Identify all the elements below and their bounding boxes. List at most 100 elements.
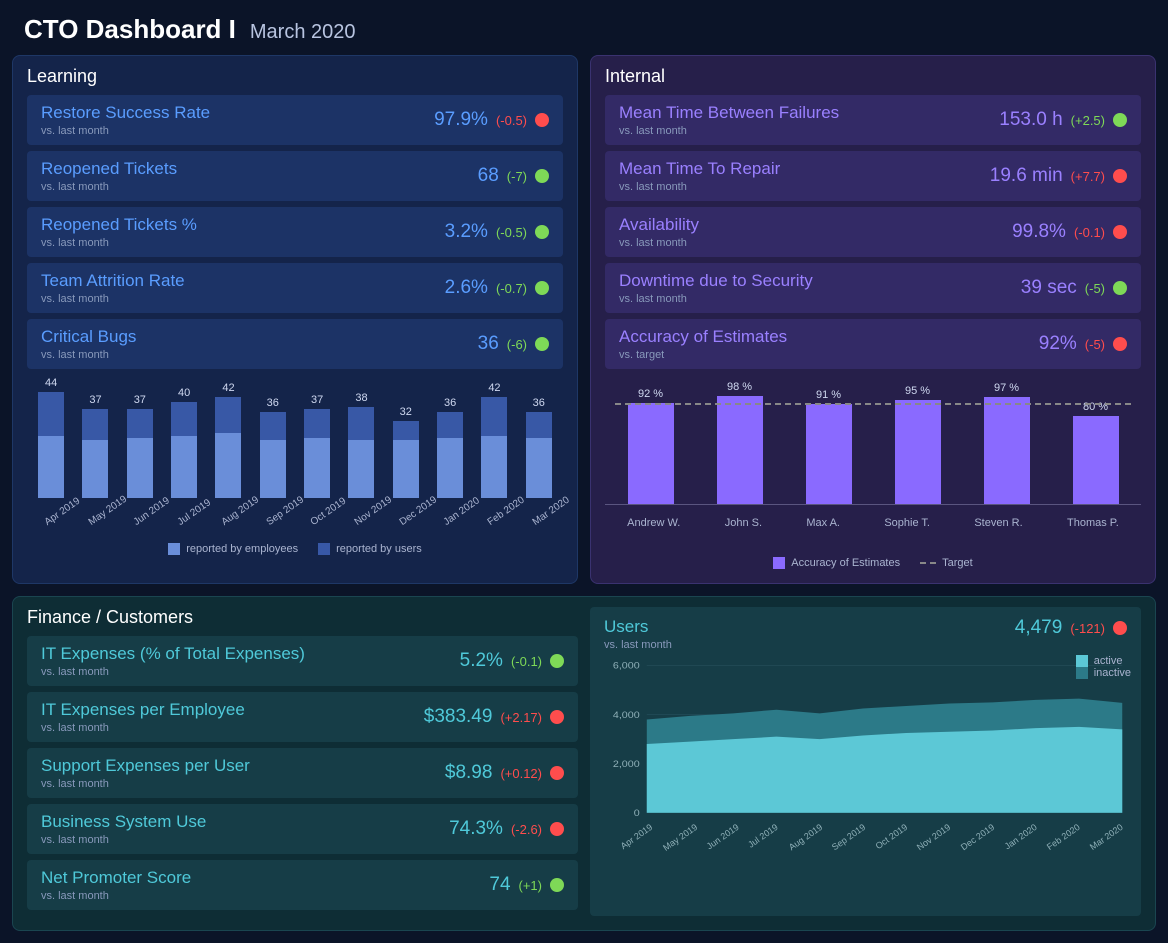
metric-delta: (-7) bbox=[507, 169, 527, 184]
bar-value-label: 37 bbox=[134, 394, 146, 406]
legend-item: reported by users bbox=[318, 543, 422, 555]
bar-segment-employees bbox=[393, 440, 419, 498]
area-x-label: Nov 2019 bbox=[915, 822, 952, 852]
metric-row[interactable]: Support Expenses per User vs. last month $… bbox=[27, 748, 578, 798]
metric-delta: (-5) bbox=[1085, 337, 1105, 352]
metric-row[interactable]: IT Expenses (% of Total Expenses)vs. las… bbox=[27, 636, 578, 686]
metric-name: Reopened Tickets % bbox=[41, 215, 197, 235]
svg-text:2,000: 2,000 bbox=[613, 759, 640, 769]
bar-col: 37Oct 2019 bbox=[297, 394, 337, 515]
metric-value: 2.6% bbox=[445, 277, 488, 299]
status-dot bbox=[550, 766, 564, 780]
bar bbox=[717, 396, 763, 504]
metric-row[interactable]: Downtime due to Securityvs. last month39… bbox=[605, 263, 1141, 313]
metric-delta: (-0.7) bbox=[496, 281, 527, 296]
status-dot bbox=[550, 654, 564, 668]
bar-x-label: John S. bbox=[725, 517, 762, 529]
critical-bugs-chart: 44Apr 201937May 201937Jun 201940Jul 2019… bbox=[27, 375, 563, 555]
metric-row[interactable]: Reopened Tickets %vs. last month3.2%(-0.… bbox=[27, 207, 563, 257]
bar-segment-employees bbox=[171, 436, 197, 498]
bar-segment-employees bbox=[127, 438, 153, 498]
area-x-label: Sep 2019 bbox=[830, 822, 867, 852]
metric-row[interactable]: Team Attrition Ratevs. last month2.6%(-0… bbox=[27, 263, 563, 313]
bar-x-label: Mar 2020 bbox=[530, 504, 558, 528]
metric-row[interactable]: Business System Usevs. last month74.3%(-… bbox=[27, 804, 578, 854]
area-x-label: Dec 2019 bbox=[959, 822, 996, 852]
metric-name: IT Expenses (% of Total Expenses) bbox=[41, 644, 305, 664]
bar-segment-users bbox=[127, 409, 153, 438]
metric-row[interactable]: Mean Time Between Failuresvs. last month… bbox=[605, 95, 1141, 145]
metric-value: 97.9% bbox=[434, 109, 488, 131]
bar-value-label: 92 % bbox=[638, 388, 663, 400]
legend-item: Target bbox=[920, 557, 973, 569]
metric-delta: (+2.17) bbox=[500, 710, 542, 725]
status-dot bbox=[550, 710, 564, 724]
bar-col: 40Jul 2019 bbox=[164, 387, 204, 515]
bar-value-label: 37 bbox=[89, 394, 101, 406]
status-dot bbox=[1113, 281, 1127, 295]
bar-col: 42Aug 2019 bbox=[208, 382, 248, 515]
metric-delta: (-0.5) bbox=[496, 113, 527, 128]
metric-sub: vs. last month bbox=[41, 349, 136, 361]
metric-row[interactable]: Mean Time To Repairvs. last month19.6 mi… bbox=[605, 151, 1141, 201]
metric-value: 153.0 h bbox=[999, 109, 1062, 131]
metric-sub: vs. last month bbox=[41, 293, 185, 305]
metric-sub: vs. target bbox=[619, 349, 787, 361]
bar-col: 38Nov 2019 bbox=[341, 392, 381, 515]
bar-x-label: Thomas P. bbox=[1067, 517, 1119, 529]
status-dot bbox=[1113, 621, 1127, 635]
metric-row[interactable]: Availabilityvs. last month99.8%(-0.1) bbox=[605, 207, 1141, 257]
bar-segment-employees bbox=[215, 433, 241, 498]
legend-label: Accuracy of Estimates bbox=[791, 557, 900, 569]
metric-sub: vs. last month bbox=[41, 778, 250, 790]
metric-value: 74 bbox=[489, 874, 510, 896]
users-chart: Users vs. last month 4,479 (-121) 02,000… bbox=[590, 607, 1141, 916]
status-dot bbox=[550, 822, 564, 836]
status-dot bbox=[1113, 337, 1127, 351]
metric-row[interactable]: Critical Bugsvs. last month36(-6) bbox=[27, 319, 563, 369]
metric-value: $8.98 bbox=[445, 762, 493, 784]
bar-segment-employees bbox=[481, 436, 507, 498]
bar-value-label: 91 % bbox=[816, 389, 841, 401]
legend-label: Target bbox=[942, 557, 973, 569]
users-delta: (-121) bbox=[1070, 621, 1105, 636]
bar bbox=[984, 397, 1030, 504]
legend-item: inactive bbox=[1076, 667, 1131, 679]
bar-segment-users bbox=[171, 402, 197, 436]
svg-text:4,000: 4,000 bbox=[613, 710, 640, 720]
bar-segment-users bbox=[38, 392, 64, 435]
legend-item: Accuracy of Estimates bbox=[773, 557, 900, 569]
bar-segment-users bbox=[82, 409, 108, 440]
metric-name: Support Expenses per User bbox=[41, 756, 250, 776]
metric-sub: vs. last month bbox=[41, 125, 210, 137]
metric-row[interactable]: Accuracy of Estimates vs. target 92% (-5) bbox=[605, 319, 1141, 369]
target-line bbox=[615, 403, 1131, 405]
area-x-label: Apr 2019 bbox=[619, 822, 655, 851]
bar-segment-employees bbox=[348, 440, 374, 498]
legend-label: inactive bbox=[1094, 667, 1131, 679]
users-chart-sub: vs. last month bbox=[604, 639, 672, 651]
metric-row[interactable]: Net Promoter Scorevs. last month74(+1) bbox=[27, 860, 578, 910]
bar-segment-employees bbox=[82, 440, 108, 498]
legend-item: active bbox=[1076, 655, 1131, 667]
metric-value: 68 bbox=[478, 165, 499, 187]
legend-label: reported by employees bbox=[186, 543, 298, 555]
metric-sub: vs. last month bbox=[41, 722, 245, 734]
metric-row[interactable]: Restore Success Rate vs. last month 97.9% (… bbox=[27, 95, 563, 145]
metric-name: Accuracy of Estimates bbox=[619, 327, 787, 347]
metric-value: 39 sec bbox=[1021, 277, 1077, 299]
metric-row[interactable]: Reopened Ticketsvs. last month68(-7) bbox=[27, 151, 563, 201]
bar-value-label: 38 bbox=[355, 392, 367, 404]
bar-value-label: 44 bbox=[45, 377, 57, 389]
metric-row[interactable]: IT Expenses per Employeevs. last month$3… bbox=[27, 692, 578, 742]
metric-name: Restore Success Rate bbox=[41, 103, 210, 123]
bar-segment-employees bbox=[260, 440, 286, 498]
bar-value-label: 37 bbox=[311, 394, 323, 406]
metric-value: 5.2% bbox=[460, 650, 503, 672]
bar-segment-users bbox=[304, 409, 330, 438]
bar-segment-employees bbox=[304, 438, 330, 498]
svg-text:0: 0 bbox=[634, 808, 640, 817]
metric-value: 92% bbox=[1039, 333, 1077, 355]
accuracy-chart: 92 %98 %91 %95 %97 %80 % Andrew W.John S… bbox=[605, 375, 1141, 569]
bar-segment-users bbox=[215, 397, 241, 433]
